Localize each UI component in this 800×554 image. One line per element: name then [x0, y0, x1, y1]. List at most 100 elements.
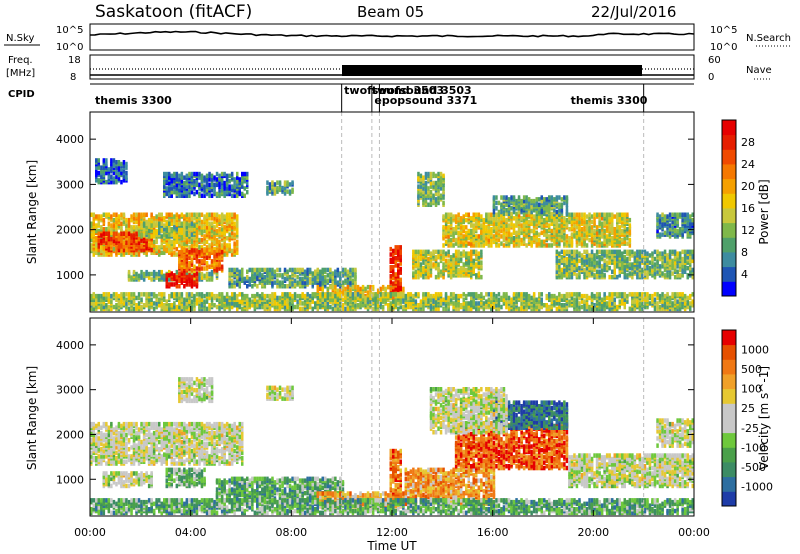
velocity-echo-region-1 [102, 471, 153, 489]
velocity-ylabel: Slant Range [km] [25, 366, 39, 470]
power-colorbar-swatch-9 [722, 149, 736, 165]
noise-left-tick-top: 10^5 [56, 25, 83, 36]
cpid-strip: CPID themis 3300 twofsound 3503twofsound … [8, 83, 694, 112]
noise-right-tick-bottom: 10^0 [710, 42, 737, 53]
power-colorbar-tick-5: 24 [741, 158, 755, 171]
x-tick-1: 04:00 [175, 526, 207, 539]
power-colorbar-swatch-3 [722, 237, 736, 253]
power-echo-region-2 [140, 221, 196, 239]
power-echo-region-13 [417, 171, 445, 207]
velocity-echo-region-4 [266, 385, 294, 401]
velocity-ytick-3: 4000 [56, 339, 84, 352]
power-colorbar-tick-3: 16 [741, 202, 755, 215]
cpid-entry-4: themis 3300 [571, 94, 648, 107]
power-colorbar-label: Power [dB] [757, 179, 771, 244]
cpid-entry-1: twofsound 3503 [344, 84, 444, 97]
x-tick-3: 12:00 [376, 526, 408, 539]
power-colorbar-swatch-2 [722, 252, 736, 268]
velocity-colorbar-swatch-6 [722, 403, 736, 419]
nave-tick-top: 60 [708, 55, 721, 66]
power-echo-region-7 [163, 171, 249, 198]
noise-sky-label: N.Sky [6, 33, 34, 44]
power-colorbar-tick-0: 4 [741, 268, 748, 281]
x-tick-6: 00:00 [678, 526, 710, 539]
power-colorbar-tick-6: 28 [741, 136, 755, 149]
x-axis: 00:00 04:00 08:00 12:00 16:00 20:00 00:00 [74, 306, 710, 539]
velocity-colorbar-tick-3: 25 [741, 402, 755, 415]
power-echo-region-14 [442, 212, 632, 248]
velocity-colorbar-swatch-11 [722, 330, 736, 346]
x-axis-label: Time UT [366, 539, 417, 553]
x-tick-4: 16:00 [477, 526, 509, 539]
power-colorbar-swatch-5 [722, 208, 736, 224]
velocity-colorbar-swatch-1 [722, 476, 736, 492]
velocity-colorbar-tick-1: 500 [741, 363, 762, 376]
velocity-echo-region-7 [389, 448, 402, 502]
velocity-colorbar-swatch-3 [722, 447, 736, 463]
cpid-entry-3: epopsound 3371 [374, 94, 477, 107]
velocity-echo-region-13 [656, 418, 694, 448]
power-colorbar-swatch-7 [722, 178, 736, 194]
power-echo-region-8 [266, 180, 294, 196]
power-echo-region-11 [389, 245, 402, 293]
x-tick-0: 00:00 [74, 526, 106, 539]
velocity-colorbar-tick-4: -25 [741, 422, 759, 435]
power-echo-region-5 [178, 248, 224, 273]
noise-search-label: N.Search [746, 33, 791, 44]
power-ytick-2: 3000 [56, 178, 84, 191]
power-colorbar-swatch-4 [722, 222, 736, 238]
date-label: 22/Jul/2016 [591, 3, 676, 21]
freq-label: Freq. [8, 55, 33, 66]
power-panel: 1000 2000 3000 4000 [56, 111, 695, 313]
power-echo-region-12 [412, 249, 483, 280]
station-title: Saskatoon (fitACF) [95, 2, 252, 22]
cpid-entry-2: twofsound 3503 [372, 84, 472, 97]
power-colorbar-swatch-10 [722, 134, 736, 150]
power-ytick-1: 2000 [56, 224, 84, 237]
velocity-colorbar-tick-0: 1000 [741, 344, 769, 357]
cpid-label: CPID [8, 89, 35, 100]
velocity-colorbar-label: Velocity [m s^-1] [757, 366, 771, 470]
velocity-ytick-2: 3000 [56, 384, 84, 397]
x-tick-5: 20:00 [577, 526, 609, 539]
freq-tick-top: 18 [68, 55, 81, 66]
velocity-colorbar-swatch-8 [722, 374, 736, 390]
frequency-panel: Freq. [MHz] 18 8 60 0 Nave [6, 54, 772, 83]
velocity-colorbar-tick-2: 100 [741, 383, 762, 396]
velocity-colorbar-swatch-7 [722, 388, 736, 404]
freq-tick-bottom: 8 [70, 72, 76, 83]
power-colorbar-swatch-11 [722, 120, 736, 136]
sounding-frequency-band [342, 65, 642, 76]
velocity-ytick-0: 1000 [56, 473, 84, 486]
velocity-colorbar-swatch-9 [722, 359, 736, 375]
velocity-echo-region-2 [165, 467, 206, 489]
power-echo-region-6 [95, 158, 128, 185]
velocity-colorbar-tick-7: -1000 [741, 480, 773, 493]
velocity-colorbar-swatch-10 [722, 344, 736, 360]
freq-unit-label: [MHz] [6, 68, 35, 79]
velocity-colorbar-swatch-4 [722, 432, 736, 448]
noise-left-tick-bottom: 10^0 [56, 42, 83, 53]
velocity-ytick-1: 2000 [56, 428, 84, 441]
power-colorbar-tick-2: 12 [741, 224, 755, 237]
velocity-echo-region-12 [568, 453, 694, 489]
cpid-entry-0: themis 3300 [95, 94, 172, 107]
power-ytick-3: 4000 [56, 133, 84, 146]
power-echo-region-9 [228, 267, 357, 289]
power-colorbar-tick-1: 8 [741, 246, 748, 259]
power-echo-region-1 [97, 231, 153, 253]
velocity-echo-region-11 [429, 387, 508, 435]
power-echo-region-15 [492, 195, 569, 217]
velocity-colorbar-swatch-2 [722, 462, 736, 478]
noise-panel: N.Sky 10^5 10^0 10^5 10^0 N.Search [4, 23, 791, 53]
power-echo-region-18 [90, 292, 694, 312]
velocity-colorbar: 1000 500 100 25 -25 -100 -500 -1000 [721, 329, 773, 507]
power-ytick-0: 1000 [56, 269, 84, 282]
power-colorbar-swatch-0 [722, 281, 736, 297]
velocity-echo-region-14 [90, 498, 694, 516]
power-colorbar-swatch-1 [722, 266, 736, 282]
power-colorbar: 4 8 12 16 20 24 28 [721, 119, 755, 297]
beam-label: Beam 05 [357, 3, 424, 21]
velocity-echo-region-3 [178, 377, 214, 404]
